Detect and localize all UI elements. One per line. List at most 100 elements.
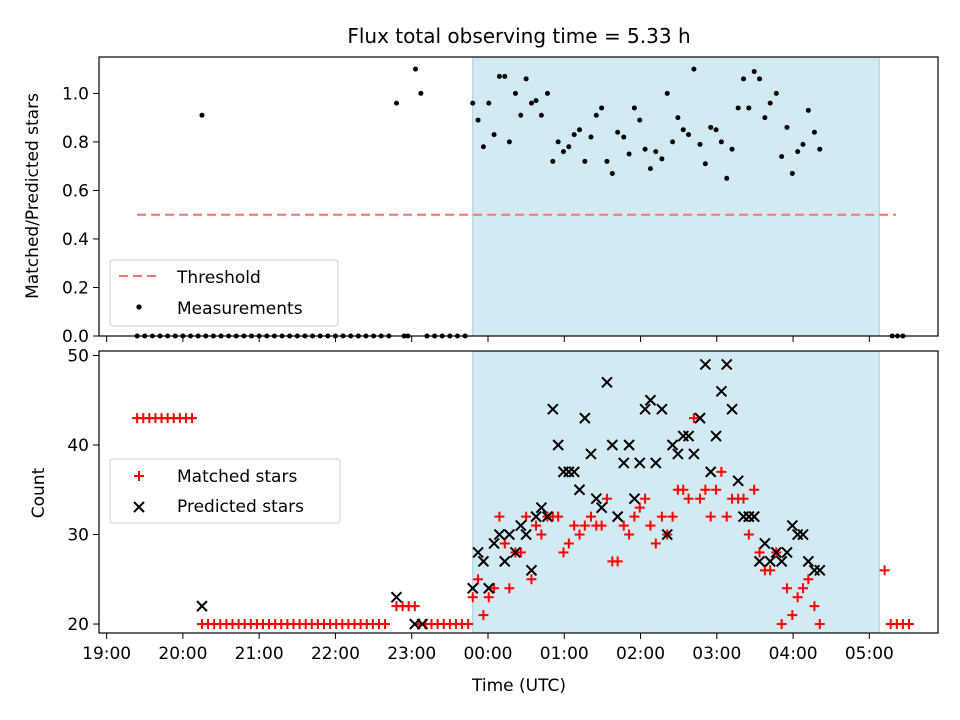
predicted-star-point	[196, 600, 208, 612]
measurement-point	[702, 161, 708, 167]
y-tick-label: 0.8	[62, 133, 89, 153]
measurement-point	[604, 158, 610, 164]
measurement-point	[506, 139, 512, 145]
top-y-axis-label: Matched/Predicted stars	[23, 93, 43, 299]
predicted-star-point	[499, 555, 511, 568]
predicted-star-point	[732, 475, 744, 487]
predicted-star-point	[509, 546, 522, 559]
predicted-star-point	[726, 403, 738, 415]
measurement-point	[413, 66, 419, 72]
measurement-point	[805, 107, 811, 113]
predicted-star-point	[618, 457, 630, 469]
measurement-point	[811, 129, 817, 135]
measurement-point	[609, 170, 615, 176]
predicted-star-point	[710, 430, 722, 442]
predicted-star-point	[775, 555, 788, 568]
predicted-star-point	[573, 484, 586, 496]
measurement-point	[789, 170, 795, 176]
legend-predicted-swatch	[133, 501, 145, 513]
measurement-point	[528, 100, 534, 106]
predicted-star-point	[786, 519, 799, 532]
legend-predicted-label: Predicted stars	[177, 497, 304, 517]
predicted-star-point	[477, 555, 490, 568]
measurement-point	[647, 166, 653, 172]
predicted-stars-points	[196, 358, 826, 630]
predicted-star-point	[634, 457, 646, 469]
measurement-point	[577, 127, 583, 133]
predicted-star-point	[568, 466, 580, 478]
measurement-point	[757, 76, 763, 82]
predicted-star-point	[721, 358, 733, 371]
measurement-point	[561, 149, 567, 155]
measurement-point	[582, 158, 588, 164]
predicted-star-point	[623, 439, 635, 451]
measurement-point	[502, 73, 508, 79]
predicted-star-point	[644, 394, 657, 406]
observing-band	[472, 57, 880, 336]
predicted-star-point	[579, 412, 591, 424]
measurement-point	[767, 100, 773, 106]
predicted-star-point	[639, 403, 651, 415]
y-tick-label: 0.6	[62, 181, 89, 201]
measurement-point	[680, 127, 686, 133]
measurement-point	[496, 73, 502, 79]
measurement-point	[523, 76, 529, 82]
measurement-point	[538, 112, 544, 118]
top-legend: Threshold Measurements	[109, 259, 339, 327]
predicted-star-point	[759, 537, 771, 550]
measurement-point	[593, 112, 599, 118]
predicted-star-point	[628, 493, 641, 505]
measurement-point	[741, 76, 747, 82]
predicted-star-point	[467, 582, 479, 594]
predicted-star-point	[672, 448, 684, 460]
measurement-point	[571, 132, 577, 138]
measurement-point	[393, 100, 399, 106]
bottom-y-axis: 20 30 40 50	[67, 346, 99, 635]
predicted-star-point	[547, 403, 559, 415]
predicted-star-point	[666, 439, 679, 451]
legend-threshold-label: Threshold	[176, 268, 261, 288]
predicted-star-point	[802, 555, 815, 568]
predicted-star-point	[764, 555, 776, 568]
measurement-point	[518, 112, 524, 118]
predicted-star-point	[797, 528, 809, 541]
measurement-point	[637, 117, 643, 123]
measurement-point	[724, 175, 730, 181]
measurement-point	[544, 90, 550, 96]
predicted-star-point	[601, 376, 613, 389]
y-tick-label: 1.0	[62, 84, 89, 104]
x-tick-label: 23:00	[387, 644, 436, 664]
measurement-point	[664, 90, 670, 96]
predicted-star-point	[530, 510, 542, 523]
measurement-point	[762, 115, 768, 121]
predicted-star-point	[606, 439, 619, 451]
measurement-point	[480, 144, 486, 150]
x-tick-label: 21:00	[235, 644, 284, 664]
chart-title: Flux total observing time = 5.33 h	[347, 24, 690, 48]
legend-x-marker	[133, 501, 145, 513]
measurement-point	[621, 134, 627, 140]
predicted-star-point	[525, 564, 538, 577]
predicted-star-point	[748, 510, 760, 523]
measurement-point	[550, 158, 556, 164]
measurement-point	[713, 127, 719, 133]
predicted-star-point	[682, 430, 695, 442]
measurement-point	[817, 146, 823, 152]
x-tick-label: 01:00	[540, 644, 589, 664]
predicted-star-point	[611, 510, 624, 523]
predicted-star-point	[770, 546, 783, 559]
legend-measurements-swatch	[136, 304, 142, 310]
measurement-points	[134, 66, 906, 339]
predicted-star-point	[483, 582, 495, 594]
measurement-point	[512, 90, 518, 96]
predicted-star-point	[650, 457, 662, 469]
y-tick-label: 0.0	[62, 327, 89, 347]
measurement-point	[735, 105, 741, 111]
predicted-star-point	[814, 564, 826, 577]
measurement-point	[800, 141, 806, 147]
measurement-point	[615, 129, 621, 135]
predicted-star-point	[688, 448, 700, 460]
observing-band-area	[472, 57, 880, 336]
measurement-point	[418, 90, 424, 96]
measurement-point	[199, 112, 205, 118]
